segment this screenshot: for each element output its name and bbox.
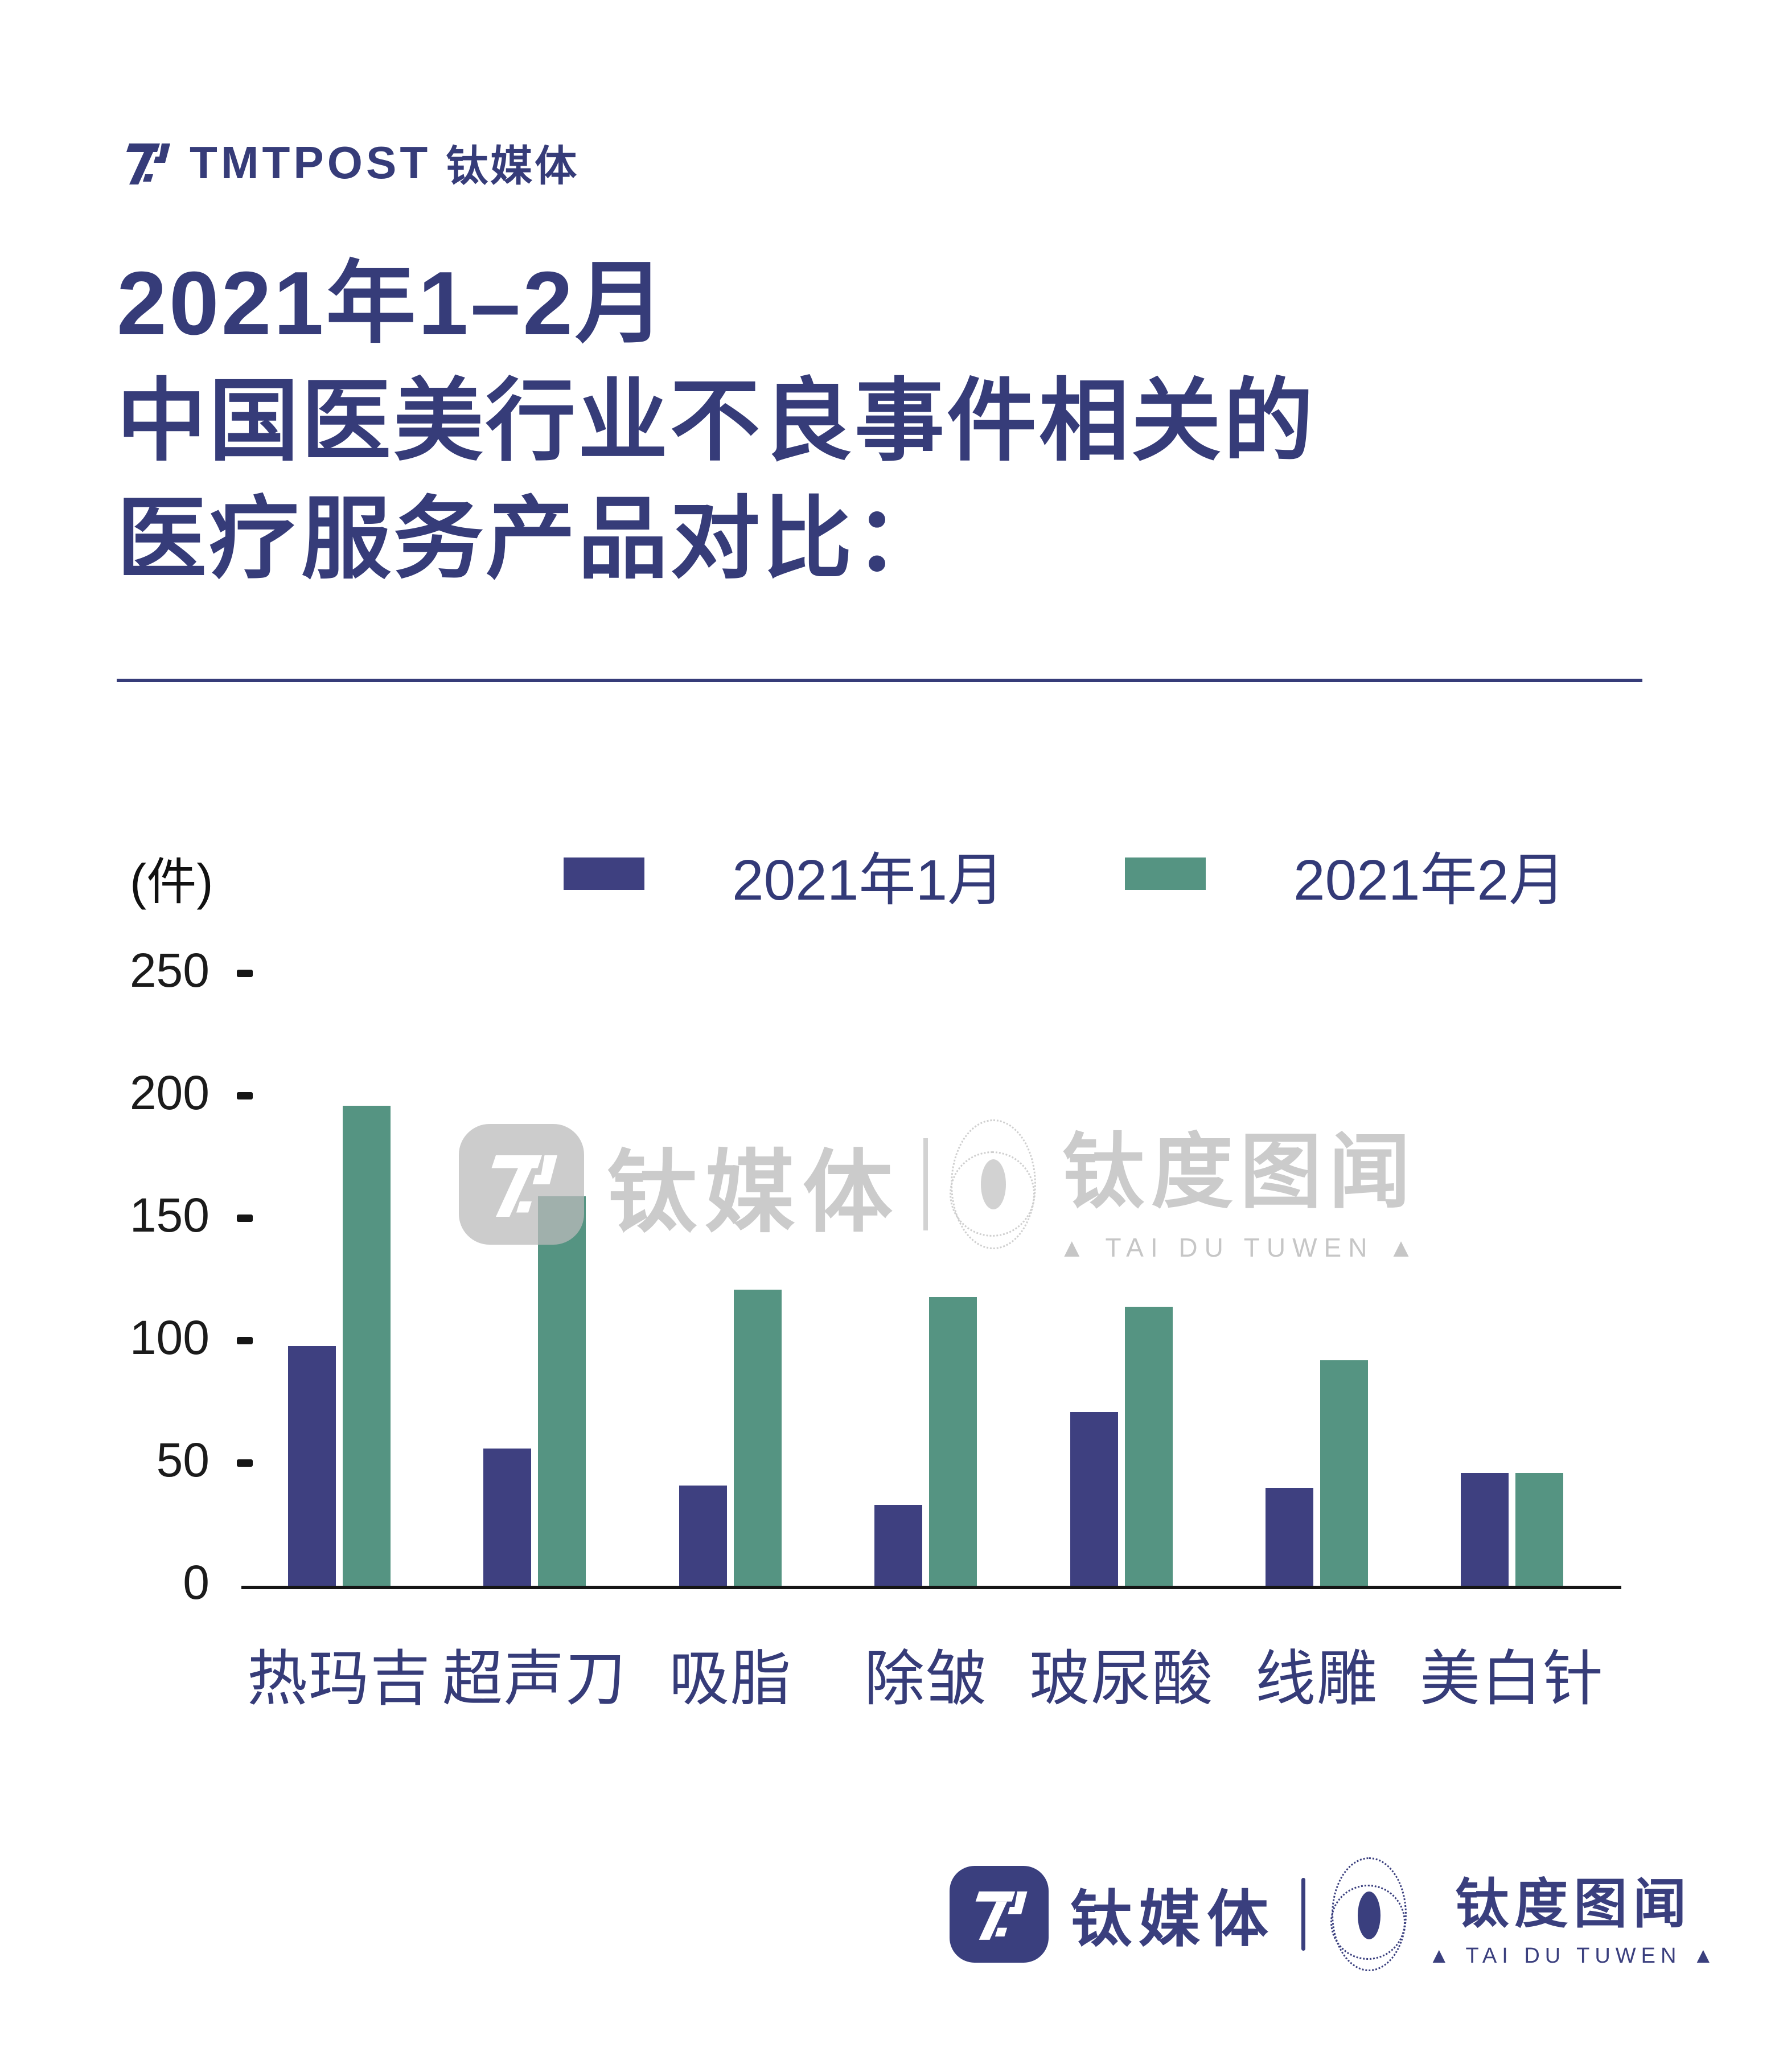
legend-swatch-feb xyxy=(1125,857,1206,890)
footer-divider xyxy=(1301,1878,1306,1951)
eye-inner-ring xyxy=(1330,1885,1406,1960)
watermark-eye-icon xyxy=(950,1119,1036,1249)
eye-pupil xyxy=(981,1159,1006,1209)
watermark-brand-cn: 钛媒体 xyxy=(607,1142,901,1243)
page-title: 2021年1–2月 中国医美行业不良事件相关的 医疗服务产品对比： xyxy=(117,245,1316,598)
bar-series2-cat1 xyxy=(538,1196,586,1586)
watermark-product: 钛度图闻 ▲ TAI DU TUWEN ▲ xyxy=(1059,1106,1421,1263)
y-tick-mark-150 xyxy=(237,1215,253,1222)
footer-product-en: ▲ TAI DU TUWEN ▲ xyxy=(1428,1943,1719,1968)
bar-series2-cat6 xyxy=(1515,1473,1563,1586)
x-label-5: 线雕 xyxy=(1255,1646,1378,1713)
y-tick-label-200: 200 xyxy=(129,1066,209,1119)
watermark-product-en: ▲ TAI DU TUWEN ▲ xyxy=(1059,1233,1421,1262)
legend-label-feb: 2021年2月 xyxy=(1293,848,1566,912)
y-tick-label-50: 50 xyxy=(156,1433,209,1487)
watermark-divider xyxy=(923,1138,928,1230)
y-tick-label-0: 0 xyxy=(183,1556,209,1609)
t-glyph-icon xyxy=(491,1155,557,1217)
watermark-product-cn: 钛度图闻 xyxy=(1062,1126,1418,1218)
eye-pupil xyxy=(1358,1892,1381,1939)
legend-label-jan: 2021年1月 xyxy=(732,848,1005,912)
bar-series1-cat4 xyxy=(1070,1412,1118,1586)
y-tick-mark-200 xyxy=(237,1092,253,1099)
header: TMTPOST 钛媒体 xyxy=(118,132,579,193)
bar-series2-cat2 xyxy=(734,1290,782,1586)
bar-series1-cat6 xyxy=(1461,1473,1509,1586)
y-tick-mark-50 xyxy=(237,1459,253,1467)
title-line-2: 中国医美行业不良事件相关的 xyxy=(117,371,1316,471)
bar-series2-cat5 xyxy=(1320,1360,1368,1586)
y-tick-mark-250 xyxy=(237,970,253,977)
footer-product-cn: 钛度图闻 xyxy=(1455,1873,1692,1934)
t-glyph-icon xyxy=(975,1891,1028,1940)
legend-swatch-jan xyxy=(564,857,644,890)
footer-eye-icon xyxy=(1330,1857,1407,1971)
y-tick-label-150: 150 xyxy=(129,1188,209,1242)
y-tick-label-250: 250 xyxy=(129,943,209,997)
bar-series2-cat4 xyxy=(1125,1307,1173,1586)
title-line-3: 医疗服务产品对比： xyxy=(117,489,947,589)
eye-inner-ring xyxy=(950,1151,1035,1237)
bar-series1-cat2 xyxy=(679,1486,727,1586)
footer: 钛媒体 钛度图闻 ▲ TAI DU TUWEN ▲ xyxy=(950,1857,1719,1971)
title-divider-line xyxy=(117,679,1642,682)
footer-tmtpost-logo-icon xyxy=(950,1866,1049,1963)
x-label-3: 除皱 xyxy=(864,1646,987,1713)
watermark-tmtpost-logo-icon xyxy=(459,1124,584,1245)
x-label-2: 吸脂 xyxy=(669,1646,792,1713)
x-axis-line xyxy=(241,1586,1621,1589)
bar-series1-cat5 xyxy=(1266,1488,1313,1586)
bar-series1-cat1 xyxy=(483,1449,531,1586)
watermark: 钛媒体 钛度图闻 ▲ TAI DU TUWEN ▲ xyxy=(459,1106,1421,1263)
x-label-1: 超声刀 xyxy=(442,1646,627,1713)
footer-brand-cn: 钛媒体 xyxy=(1070,1885,1276,1954)
y-tick-label-100: 100 xyxy=(129,1311,209,1364)
x-label-0: 热玛吉 xyxy=(247,1646,432,1713)
y-tick-mark-100 xyxy=(237,1337,253,1344)
bar-series1-cat0 xyxy=(288,1346,336,1586)
x-label-6: 美白针 xyxy=(1420,1646,1604,1713)
brand-name-en: TMTPOST xyxy=(190,137,432,188)
brand-name-cn: 钛媒体 xyxy=(446,142,580,190)
bar-series2-cat3 xyxy=(929,1297,977,1586)
y-axis-unit-label: (件) xyxy=(130,854,213,910)
bar-series1-cat3 xyxy=(874,1505,922,1586)
footer-product: 钛度图闻 ▲ TAI DU TUWEN ▲ xyxy=(1428,1861,1719,1968)
bar-series2-cat0 xyxy=(343,1106,391,1586)
x-label-4: 玻尿酸 xyxy=(1029,1646,1214,1713)
title-line-1: 2021年1–2月 xyxy=(117,253,668,354)
